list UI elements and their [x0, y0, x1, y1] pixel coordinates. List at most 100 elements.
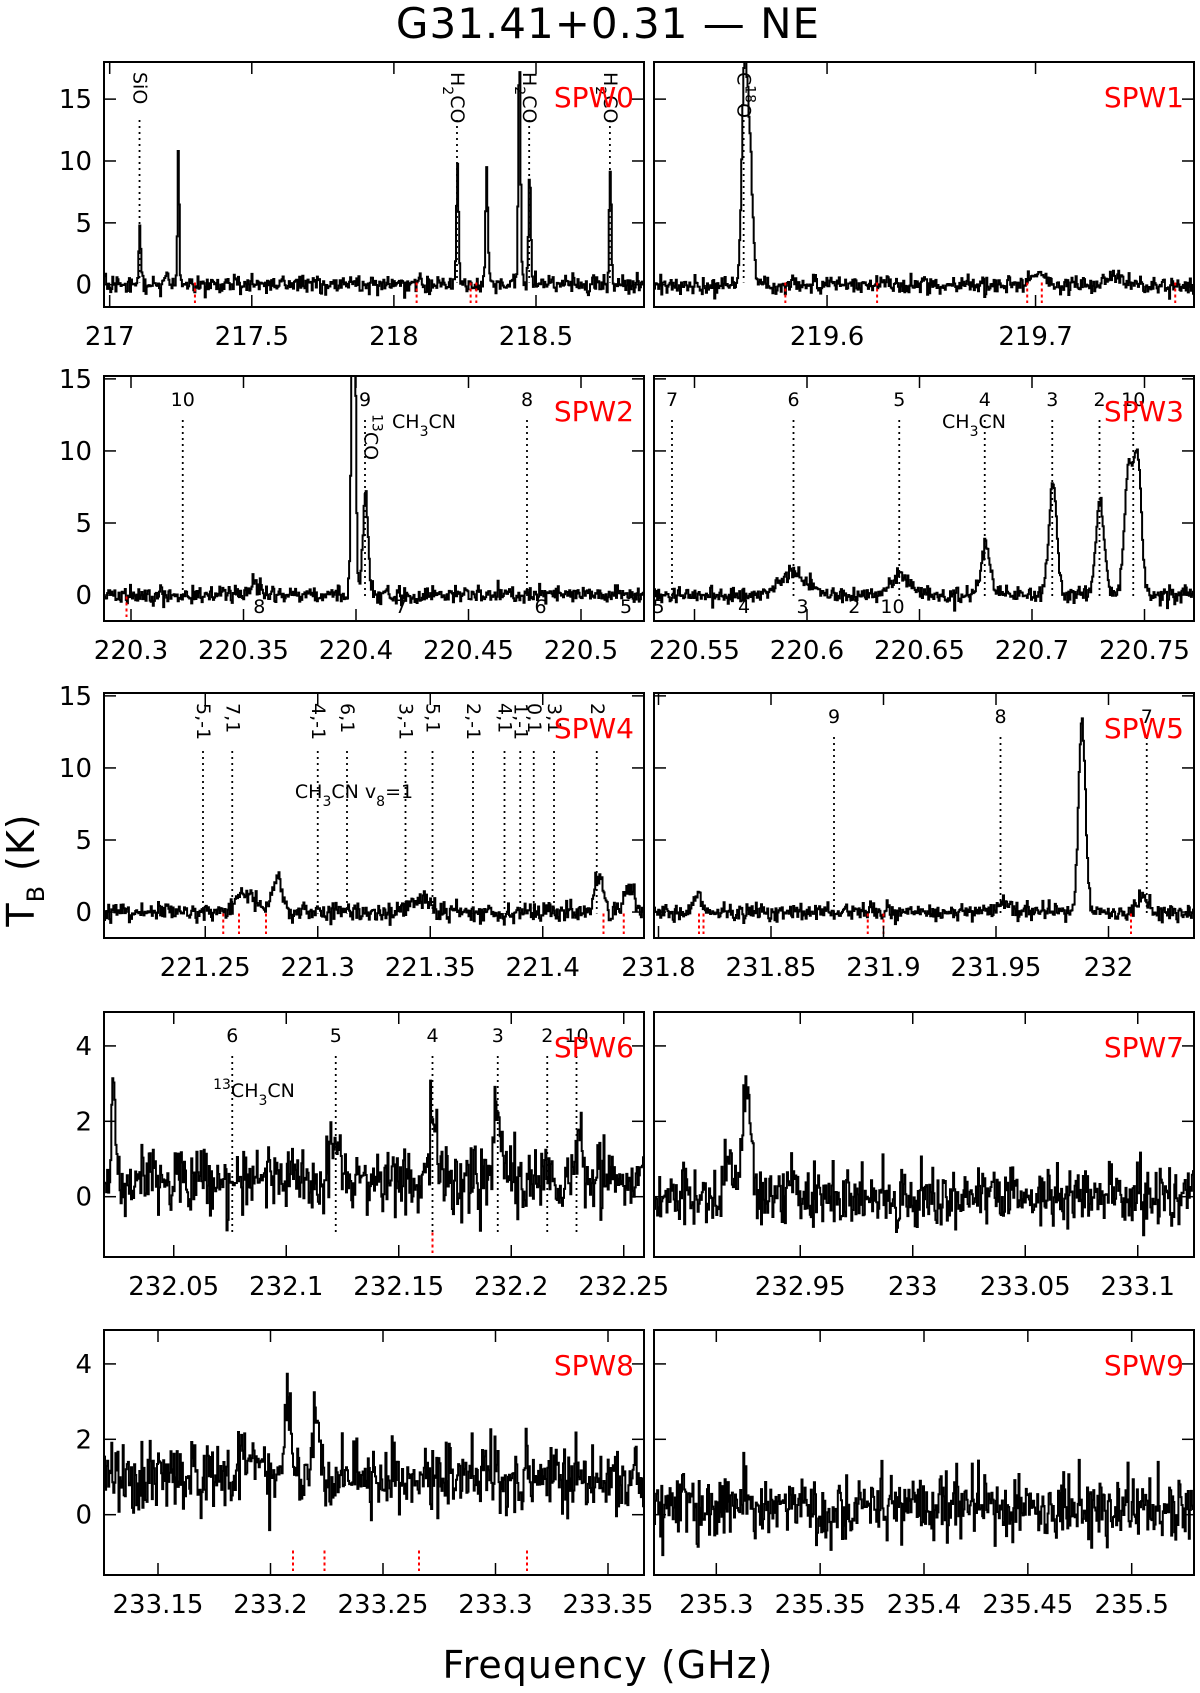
panel-label: SPW6 [554, 1031, 634, 1064]
line-marker-label: 8 [994, 706, 1006, 728]
spectrum-line-spw6 [104, 1077, 644, 1232]
label-part: 6 [336, 703, 358, 715]
bottom-marker-label: 5 [620, 596, 632, 618]
x-tick-label: 232.15 [353, 1272, 444, 1302]
x-tick-label: 220.35 [198, 636, 289, 666]
y-tick-label: 5 [75, 509, 92, 539]
x-tick-label: 235.4 [887, 1590, 961, 1620]
spectrum-clip-group [104, 871, 644, 926]
x-tick-label: 232.95 [755, 1272, 846, 1302]
x-tick-label: 220.65 [874, 636, 965, 666]
spectrum-clip-group [104, 71, 644, 299]
x-tick-label: 220.75 [1099, 636, 1190, 666]
panel-label: SPW4 [554, 712, 634, 745]
panel-label: SPW7 [1104, 1031, 1184, 1064]
line-marker-label: 4,-1 [307, 703, 329, 740]
line-marker-label: 9 [828, 706, 840, 728]
x-tick-label: 233 [888, 1272, 938, 1302]
panel-frame [653, 1011, 1195, 1258]
line-marker-label: C18O [733, 72, 758, 118]
y-axis-title-main: T [0, 902, 43, 927]
species-label: CH3CN [392, 411, 456, 440]
label-part: 5 [192, 703, 214, 715]
panel-frame [103, 61, 645, 308]
y-tick-label: 2 [75, 1107, 92, 1137]
label-part: = [385, 781, 401, 803]
line-marker-label: 10 [1121, 389, 1145, 411]
label-part: 3 [258, 1093, 267, 1109]
y-tick-label: 0 [75, 581, 92, 611]
label-part: ,- [192, 715, 214, 728]
x-tick-label: 231.85 [726, 953, 817, 983]
x-tick-label: 232.05 [128, 1272, 219, 1302]
line-marker-label: 6 [226, 1025, 238, 1047]
bottom-marker-label: 3 [796, 596, 808, 618]
label-part: O [733, 103, 755, 118]
label-part: 8 [376, 794, 385, 810]
line-marker-label: 2 [1093, 389, 1105, 411]
label-part: 7 [221, 703, 243, 715]
label-part: 18 [742, 85, 758, 103]
panel-frame [103, 1011, 645, 1258]
line-marker-label: 2,-1 [462, 703, 484, 740]
line-marker-label: 4 [426, 1025, 438, 1047]
spectrum-line-spw4 [104, 871, 644, 926]
line-marker-label: 0,1 [523, 703, 545, 733]
label-part: ,- [509, 715, 531, 728]
figure-title: G31.41+0.31 — NE [396, 0, 820, 48]
y-axis-title-unit: (K) [0, 813, 43, 871]
label-part: CO [360, 432, 382, 460]
label-part: 13 [369, 414, 385, 432]
label-part: 3 [395, 703, 417, 715]
x-tick-label: 220.3 [94, 636, 168, 666]
x-tick-label: 219.6 [790, 322, 864, 352]
label-part: 2 [511, 86, 527, 95]
line-marker-label: 5,-1 [192, 703, 214, 740]
label-part: , [221, 715, 243, 721]
x-tick-label: 217 [85, 322, 135, 352]
bottom-marker-label: 2 [848, 596, 860, 618]
label-part: , [336, 715, 358, 721]
panel-label: SPW9 [1104, 1349, 1184, 1382]
x-tick-label: 220.4 [319, 636, 393, 666]
line-marker-label: 5 [330, 1025, 342, 1047]
line-marker-label: 10 [564, 1025, 588, 1047]
x-tick-label: 220.45 [423, 636, 514, 666]
line-marker-label: 7,1 [221, 703, 243, 733]
spectrum-line-spw0 [104, 71, 644, 299]
line-marker-label: H2CO [439, 72, 468, 123]
label-part: 1 [462, 728, 484, 740]
label-part: 1 [422, 721, 444, 733]
spectrum-line-spw5 [654, 717, 1194, 926]
x-tick-label: 221.3 [281, 953, 355, 983]
label-part: CN v [331, 781, 376, 803]
line-marker-label: 4,1 [494, 703, 516, 733]
spectrum-line-spw7 [654, 1075, 1194, 1237]
line-marker-label: H2CO [511, 72, 540, 123]
x-tick-label: 220.55 [649, 636, 740, 666]
y-tick-label: 5 [75, 209, 92, 239]
x-tick-label: 217.5 [215, 322, 289, 352]
y-tick-label: 2 [75, 1425, 92, 1455]
label-part: , [494, 715, 516, 721]
x-tick-label: 220.7 [995, 636, 1069, 666]
line-marker-label: 8 [521, 389, 533, 411]
x-tick-label: 219.7 [998, 322, 1072, 352]
spectrum-panel-spw2: 10 9 8 13CO 8 7 6 5 CH3CN 220.3 220.35 220.4 220.45 2… [59, 365, 645, 666]
spectrum-clip-group [654, 62, 1194, 300]
line-marker-label: 7 [666, 389, 678, 411]
x-tick-label: 232 [1084, 953, 1134, 983]
label-part: CN [979, 411, 1006, 433]
label-part: CO [518, 95, 540, 123]
x-tick-label: 232.2 [474, 1272, 548, 1302]
label-part: C [733, 72, 755, 85]
spectrum-line-spw8 [104, 1372, 644, 1532]
line-marker-label: 3,1 [543, 703, 565, 733]
x-tick-label: 231.9 [846, 953, 920, 983]
line-marker-label: 3,-1 [395, 703, 417, 740]
label-part: 2 [586, 703, 608, 715]
panel-label: SPW2 [554, 395, 634, 428]
panel-label: SPW0 [554, 81, 634, 114]
